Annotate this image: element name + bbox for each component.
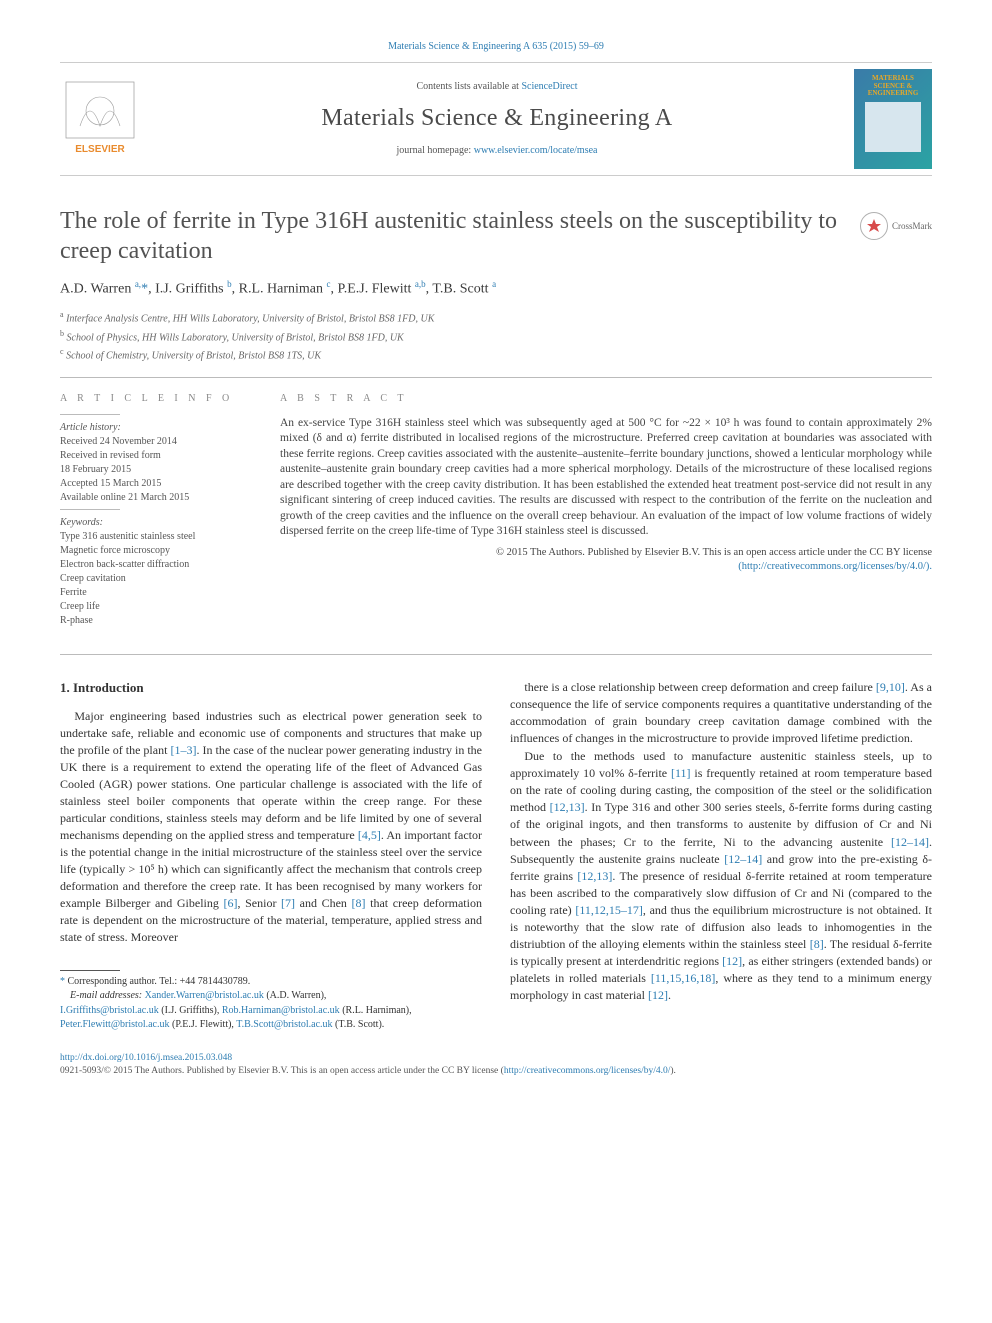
crossmark-badge[interactable]: CrossMark [860,212,932,240]
license-link[interactable]: (http://creativecommons.org/licenses/by/… [738,561,932,572]
corresponding-label: Corresponding author. Tel.: [68,976,180,987]
ref-link[interactable]: [11] [671,766,691,780]
affiliation-line: c School of Chemistry, University of Bri… [60,346,932,363]
abstract-copyright: © 2015 The Authors. Published by Elsevie… [496,547,932,558]
svg-text:ELSEVIER: ELSEVIER [75,144,125,155]
bottom-license-link[interactable]: http://creativecommons.org/licenses/by/4… [504,1066,671,1076]
keyword: Electron back-scatter diffraction [60,558,250,572]
keyword: Creep cavitation [60,572,250,586]
ref-link[interactable]: [11,12,15–17] [575,903,643,917]
ref-link[interactable]: [12–14] [891,835,929,849]
journal-reference: Materials Science & Engineering A 635 (2… [60,40,932,54]
authors: A.D. Warren a,*, I.J. Griffiths b, R.L. … [60,278,932,299]
affiliation-line: a Interface Analysis Centre, HH Wills La… [60,309,932,326]
contents-line: Contents lists available at ScienceDirec… [154,80,840,94]
homepage-prefix: journal homepage: [397,145,474,156]
journal-homepage: journal homepage: www.elsevier.com/locat… [154,144,840,158]
footnotes: * Corresponding author. Tel.: +44 781443… [60,970,482,1032]
email-link[interactable]: T.B.Scott@bristol.ac.uk [236,1019,332,1030]
body-paragraph: there is a close relationship between cr… [510,679,932,747]
ref-link[interactable]: [1–3] [170,743,196,757]
article-info-column: A R T I C L E I N F O Article history: R… [60,392,250,628]
article-title: The role of ferrite in Type 316H austeni… [60,206,844,266]
keyword: Magnetic force microscopy [60,544,250,558]
crossmark-icon [860,212,888,240]
ref-link[interactable]: [12] [648,988,668,1002]
keyword: Creep life [60,600,250,614]
ref-link[interactable]: [11,15,16,18] [651,971,716,985]
abstract-text: An ex-service Type 316H stainless steel … [280,416,932,540]
corresponding-tel: +44 7814430789. [180,976,251,987]
affiliations: a Interface Analysis Centre, HH Wills La… [60,309,932,363]
history-line: Received 24 November 2014 [60,435,250,449]
affiliation-line: b School of Physics, HH Wills Laboratory… [60,328,932,345]
bottom-close: ). [670,1066,676,1076]
keyword: Ferrite [60,586,250,600]
cover-line: ENGINEERING [868,90,919,98]
ref-link[interactable]: [4,5] [358,828,381,842]
contents-prefix: Contents lists available at [416,81,521,92]
bottom-metadata: http://dx.doi.org/10.1016/j.msea.2015.03… [60,1052,932,1079]
section-heading: 1. Introduction [60,679,482,697]
doi-link[interactable]: http://dx.doi.org/10.1016/j.msea.2015.03… [60,1053,232,1063]
email-label: E-mail addresses: [70,990,145,1001]
body-paragraph: Due to the methods used to manufacture a… [510,748,932,1003]
crossmark-label: CrossMark [892,220,932,233]
history-label: Article history: [60,422,121,433]
keyword: R-phase [60,614,250,628]
journal-cover-thumb: MATERIALS SCIENCE & ENGINEERING [854,69,932,169]
journal-header: ELSEVIER Contents lists available at Sci… [60,62,932,176]
ref-link[interactable]: [7] [281,896,295,910]
ref-link[interactable]: [8] [352,896,366,910]
bottom-line: 0921-5093/© 2015 The Authors. Published … [60,1066,504,1076]
email-link[interactable]: Rob.Harniman@bristol.ac.uk [222,1005,340,1016]
ref-link[interactable]: [12,13] [577,869,612,883]
history-line: Received in revised form [60,449,250,463]
ref-link[interactable]: [6] [224,896,238,910]
abstract-heading: A B S T R A C T [280,392,932,406]
ref-link[interactable]: [12,13] [550,800,585,814]
ref-link[interactable]: [8] [810,937,824,951]
keywords-label: Keywords: [60,517,103,528]
history-line: Available online 21 March 2015 [60,491,250,505]
history-line: 18 February 2015 [60,463,250,477]
email-link[interactable]: Peter.Flewitt@bristol.ac.uk [60,1019,169,1030]
journal-name: Materials Science & Engineering A [154,102,840,136]
body-columns: 1. Introduction Major engineering based … [60,679,932,1032]
history-line: Accepted 15 March 2015 [60,477,250,491]
email-link[interactable]: Xander.Warren@bristol.ac.uk [145,990,264,1001]
elsevier-logo: ELSEVIER [60,76,140,161]
ref-link[interactable]: [12–14] [724,852,762,866]
homepage-link[interactable]: www.elsevier.com/locate/msea [474,145,598,156]
keyword: Type 316 austenitic stainless steel [60,530,250,544]
ref-link[interactable]: [9,10] [876,680,905,694]
body-paragraph: Major engineering based industries such … [60,708,482,946]
sciencedirect-link[interactable]: ScienceDirect [521,81,577,92]
abstract-column: A B S T R A C T An ex-service Type 316H … [280,392,932,628]
article-info-heading: A R T I C L E I N F O [60,392,250,406]
ref-link[interactable]: [12] [722,954,742,968]
email-link[interactable]: I.Griffiths@bristol.ac.uk [60,1005,159,1016]
